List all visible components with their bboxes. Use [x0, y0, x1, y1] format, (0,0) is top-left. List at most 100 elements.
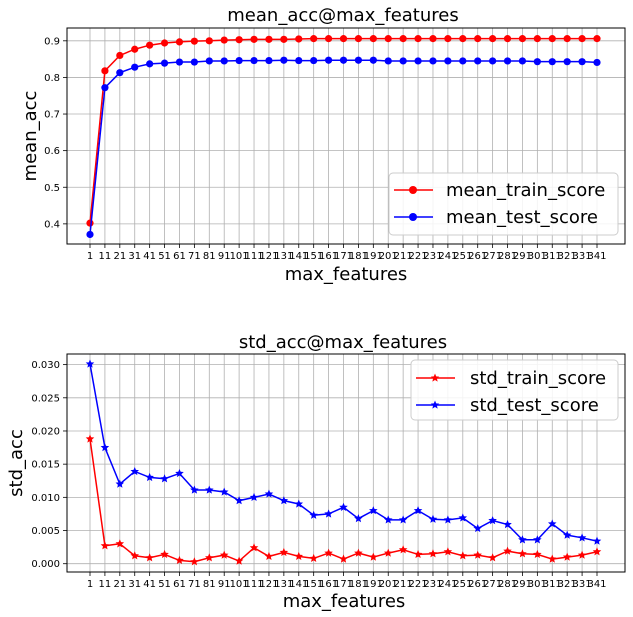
x-tick-label: 281: [498, 579, 517, 590]
y-tick-label: 0.9: [44, 36, 60, 47]
mean_test_score-point: [548, 58, 556, 66]
chart1-legend-box: [388, 172, 619, 236]
chart-mean-acc: mean_acc@max_features 1 11 21 31 41 51 61 71 81 9…: [20, 5, 626, 285]
mean_train_score-point: [220, 36, 228, 44]
std_train_score-point: [443, 547, 453, 556]
mean_test_score-point: [354, 56, 363, 64]
std_test_score-point: [458, 513, 468, 522]
mean_test_score-point: [131, 63, 139, 71]
std_test_score-point: [562, 530, 572, 539]
mean_test_score-point: [265, 56, 273, 65]
mean_test_score-point: [474, 57, 482, 65]
std_train_score-point: [115, 539, 125, 548]
std_test_score-point: [547, 519, 557, 528]
std_test_score-point: [115, 479, 125, 488]
std_test_score-point: [324, 509, 333, 518]
x-tick-label: 141: [289, 579, 308, 590]
std_train_score-point: [309, 553, 318, 563]
y-tick-label: 0.025: [31, 393, 60, 404]
mean_train_score-point: [459, 35, 467, 43]
mean_test_score-point: [444, 57, 452, 65]
mean_train_score-point: [444, 35, 452, 43]
std_train_score-point: [503, 546, 512, 555]
std_test_score-point: [294, 499, 304, 508]
mean_test_score-point: [489, 57, 497, 65]
x-tick-label: 221: [409, 579, 428, 590]
x-tick-label: 251: [453, 251, 472, 262]
std_train_score-point: [219, 550, 229, 559]
std_test_score-point: [339, 502, 348, 511]
x-tick-label: 11: [99, 579, 112, 590]
chart-std-acc: std_acc@max_features 1 11 21 31 41 51 61 71 81 91…: [6, 332, 626, 612]
mean_train_score-point: [489, 35, 497, 43]
x-tick-label: 101: [230, 579, 249, 590]
mean_train_score-point: [563, 35, 571, 43]
x-tick-label: 81: [203, 579, 216, 590]
mean_train_score-point: [146, 41, 154, 49]
chart2-series: [85, 359, 602, 566]
mean_test_score-point: [578, 58, 586, 66]
std_test_score-point: [100, 443, 110, 452]
x-tick-label: 91: [218, 251, 231, 262]
mean_test_score-point: [399, 57, 407, 65]
std_test_score-point: [503, 520, 512, 529]
y-tick-label: 0.005: [31, 526, 60, 537]
x-tick-label: 231: [423, 251, 442, 262]
std_train_score-point: [413, 549, 423, 559]
mean_train_score-point: [235, 36, 243, 44]
mean_train_score-point: [414, 35, 422, 43]
std_train_score-point: [264, 551, 274, 561]
x-tick-label: 171: [334, 579, 353, 590]
legend-test-marker: [409, 213, 417, 221]
x-tick-label: 331: [573, 251, 592, 262]
mean_train_score-point: [160, 39, 169, 47]
mean_test_score-point: [414, 57, 422, 65]
std_test_score-point: [428, 514, 438, 523]
mean_test_score-point: [533, 58, 541, 66]
mean_train_score-point: [548, 35, 556, 43]
x-tick-label: 161: [319, 251, 338, 262]
std_test_score-point: [354, 514, 363, 523]
y-tick-label: 0.7: [44, 110, 60, 121]
x-tick-label: 151: [304, 579, 323, 590]
mean_train_score-point: [578, 35, 586, 43]
chart2-ticks: 1 11 21 31 41 51 61 71 81 91101111121131141151161…: [31, 360, 606, 590]
std_train_score-point: [577, 550, 587, 559]
x-tick-label: 131: [274, 579, 293, 590]
mean_train_score-point: [175, 38, 184, 46]
chart1-ticks: 1 11 21 31 41 51 61 71 81 91101111121131141151161…: [44, 36, 606, 262]
mean_test_score-point: [324, 56, 333, 64]
x-tick-label: 51: [158, 579, 171, 590]
mean_test_score-point: [518, 57, 527, 65]
std_train_score-point: [85, 434, 95, 443]
std_train_score-point: [100, 541, 110, 550]
mean_test_score-point: [101, 84, 109, 92]
chart2-xlabel: max_features: [283, 591, 406, 612]
mean_test_score-point: [593, 58, 601, 67]
std_train_score-point: [130, 551, 140, 560]
std_train_score-point: [533, 549, 542, 559]
mean_test_score-point: [295, 56, 303, 65]
std_test_score-point: [398, 515, 408, 524]
mean_test_score-point: [429, 57, 437, 65]
x-tick-label: 21: [113, 251, 126, 262]
std_test_score-point: [279, 496, 289, 505]
x-tick-label: 71: [188, 579, 201, 590]
x-tick-label: 111: [244, 579, 263, 590]
y-tick-label: 0.000: [31, 559, 60, 570]
std_train_score-point: [547, 554, 557, 563]
std_train_score-point: [383, 548, 393, 557]
mean_test_score-point: [146, 60, 154, 68]
std_train_score-point: [160, 549, 169, 559]
std_test_score-point: [592, 536, 602, 545]
x-tick-label: 151: [304, 251, 323, 262]
y-tick-label: 0.010: [31, 493, 60, 504]
x-tick-label: 191: [364, 251, 383, 262]
chart1-xlabel: max_features: [285, 264, 408, 285]
x-tick-label: 271: [483, 251, 502, 262]
mean_test_score-point: [369, 56, 377, 64]
mean_train_score-point: [250, 35, 258, 43]
mean_train_score-point: [295, 35, 303, 43]
std_train_score-point: [324, 548, 333, 557]
